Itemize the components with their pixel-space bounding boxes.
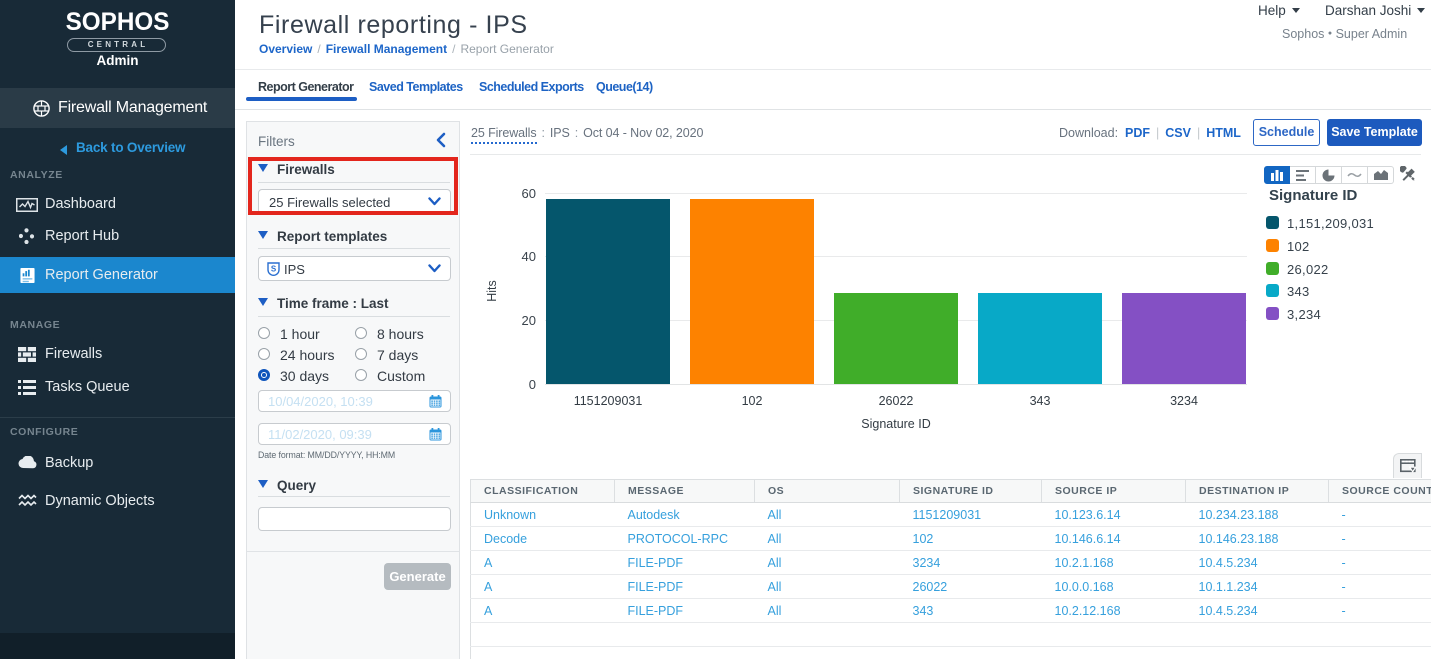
svg-text:S: S [271, 265, 277, 274]
